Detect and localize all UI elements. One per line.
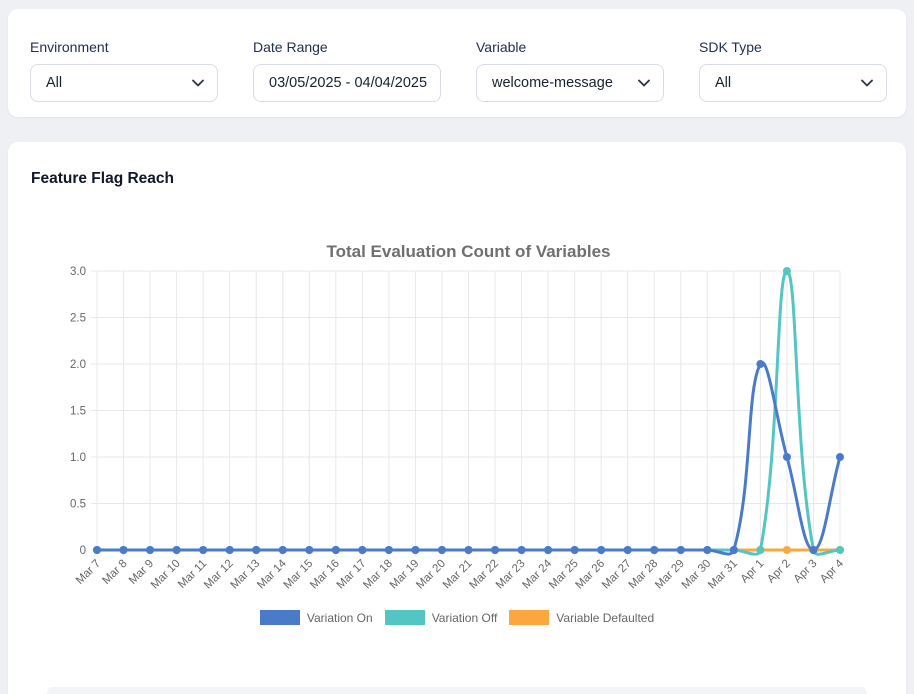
data-point-variation-on: [836, 453, 844, 461]
data-point-variation-on: [517, 546, 526, 554]
data-point-variation-off: [782, 267, 791, 275]
svg-text:Mar 8: Mar 8: [100, 558, 129, 587]
data-point-variable-defaulted: [782, 546, 791, 554]
page-title: Feature Flag Reach: [31, 170, 174, 187]
chevron-down-icon: [638, 79, 650, 87]
chevron-down-icon: [861, 79, 873, 87]
svg-text:0.5: 0.5: [70, 499, 86, 511]
filter-environment: Environment All: [30, 39, 218, 117]
environment-select[interactable]: All: [30, 64, 218, 102]
data-point-variation-on: [93, 546, 101, 554]
data-point-variation-on: [570, 546, 579, 554]
filter-bar: Environment All Date Range 03/05/2025 - …: [8, 9, 906, 117]
legend-swatch-variation-on: [259, 610, 300, 625]
data-point-variation-on: [544, 546, 553, 554]
svg-text:2.0: 2.0: [70, 359, 86, 371]
svg-text:Apr 2: Apr 2: [765, 558, 793, 586]
data-point-variation-on: [252, 546, 261, 554]
data-point-variation-on: [676, 546, 685, 554]
y-axis-labels: 3.0 2.5 2.0 1.5 1.0 0.5 0: [70, 266, 86, 557]
svg-text:Apr 1: Apr 1: [739, 558, 767, 586]
variable-select[interactable]: welcome-message: [476, 64, 664, 102]
date-range-value: 03/05/2025 - 04/04/2025: [269, 75, 428, 91]
data-point-variation-on: [358, 546, 367, 554]
legend-label-variation-off: Variation Off: [431, 610, 498, 625]
data-point-variation-on: [305, 546, 314, 554]
data-point-variation-off: [756, 546, 765, 554]
variable-label: Variable: [476, 39, 527, 55]
data-point-variation-on: [703, 546, 712, 554]
svg-text:Mar 31: Mar 31: [706, 558, 740, 592]
data-point-variation-on: [491, 546, 500, 554]
environment-value: All: [46, 75, 63, 91]
filter-sdk-type: SDK Type All: [699, 39, 887, 117]
variable-value: welcome-message: [492, 75, 613, 91]
data-point-variation-on: [809, 546, 818, 554]
data-point-variation-on: [278, 546, 287, 554]
legend-item-variation-on[interactable]: Variation On: [259, 610, 373, 625]
svg-text:1.0: 1.0: [70, 452, 86, 464]
data-point-variation-on: [729, 546, 738, 554]
chevron-down-icon: [192, 79, 204, 87]
data-point-variation-on: [146, 546, 155, 554]
sdk-type-select[interactable]: All: [699, 64, 887, 102]
legend-item-variable-defaulted[interactable]: Variable Defaulted: [509, 610, 654, 625]
data-point-variation-on: [119, 546, 128, 554]
svg-text:Mar 10: Mar 10: [149, 558, 183, 592]
svg-text:Mar 7: Mar 7: [74, 558, 103, 587]
chart-legend: Variation On Variation Off Variable Defaul…: [8, 610, 906, 625]
svg-text:1.5: 1.5: [70, 406, 86, 418]
date-range-input[interactable]: 03/05/2025 - 04/04/2025: [253, 64, 441, 102]
data-point-variation-on: [411, 546, 420, 554]
filter-variable: Variable welcome-message: [476, 39, 664, 117]
data-point-variation-on: [650, 546, 659, 554]
data-point-variation-on: [384, 546, 393, 554]
data-point-variation-on: [623, 546, 632, 554]
next-section-peek: [47, 687, 867, 694]
chart-title: Total Evaluation Count of Variables: [326, 242, 610, 261]
data-point-variation-off: [836, 546, 844, 554]
sdk-type-label: SDK Type: [699, 39, 762, 55]
data-point-variation-on: [199, 546, 208, 554]
data-point-variation-on: [597, 546, 606, 554]
data-point-variation-on: [437, 546, 446, 554]
series-variation-on: [93, 360, 844, 556]
data-point-variation-on: [464, 546, 473, 554]
svg-text:3.0: 3.0: [70, 266, 86, 278]
feature-flag-reach-card: Feature Flag Reach 3.0 2.5 2.0 1.5 1.0 0.5 0 Ma…: [8, 142, 906, 694]
svg-text:Apr 3: Apr 3: [792, 558, 820, 586]
sdk-type-value: All: [715, 75, 732, 91]
legend-label-variable-defaulted: Variable Defaulted: [556, 610, 655, 625]
data-point-variation-on: [756, 360, 765, 368]
data-point-variation-on: [225, 546, 234, 554]
data-point-variation-on: [172, 546, 181, 554]
filter-date-range: Date Range 03/05/2025 - 04/04/2025: [253, 39, 441, 117]
svg-text:2.5: 2.5: [70, 313, 86, 325]
legend-item-variation-off[interactable]: Variation Off: [384, 610, 498, 625]
legend-swatch-variation-off: [384, 610, 425, 625]
legend-swatch-variable-defaulted: [509, 610, 550, 625]
legend-label-variation-on: Variation On: [306, 610, 373, 625]
svg-text:0: 0: [80, 545, 86, 557]
svg-text:Apr 4: Apr 4: [818, 557, 846, 585]
chart-grid: [91, 270, 841, 556]
environment-label: Environment: [30, 39, 109, 55]
date-range-label: Date Range: [253, 39, 328, 55]
data-point-variation-on: [782, 453, 791, 461]
data-point-variation-on: [331, 546, 340, 554]
